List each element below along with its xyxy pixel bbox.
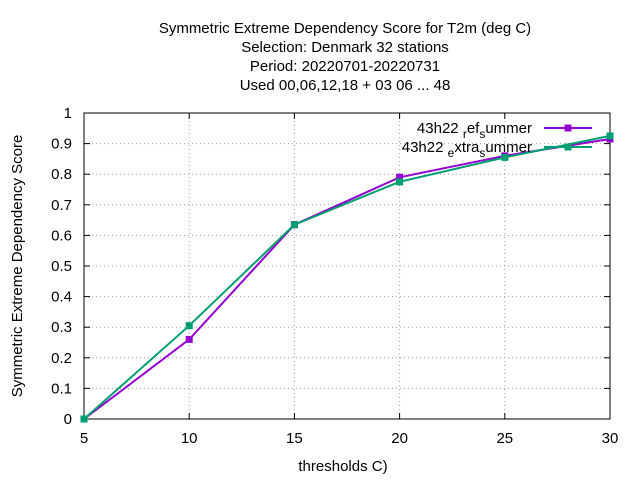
y-tick-label: 0 xyxy=(64,411,72,428)
x-tick-label: 15 xyxy=(286,430,303,447)
data-point xyxy=(396,173,404,181)
title-line-1: Symmetric Extreme Dependency Score for T… xyxy=(159,20,531,37)
data-point xyxy=(80,415,88,423)
x-tick-label: 25 xyxy=(496,430,513,447)
data-point xyxy=(396,178,404,186)
series-line xyxy=(83,134,611,420)
x-tick-label: 5 xyxy=(80,430,88,447)
x-tick-label: 30 xyxy=(602,430,619,447)
series xyxy=(80,132,614,423)
legend-label: 43h22 refsummer xyxy=(417,120,532,141)
axes: 00.10.20.30.40.50.60.70.80.915 10 15 20 25 30 xyxy=(51,105,618,447)
x-tick-label: 20 xyxy=(391,430,408,447)
title-line-2: Selection: Denmark 32 stations xyxy=(241,39,449,56)
y-tick-label: 0.9 xyxy=(51,136,72,153)
legend-label: 43h22 extrasummer xyxy=(402,139,532,160)
series-line xyxy=(83,138,611,420)
series-1 xyxy=(80,135,614,423)
y-tick-label: 0.2 xyxy=(51,350,72,367)
data-point xyxy=(290,221,298,229)
y-tick-label: 0.8 xyxy=(51,166,72,183)
y-tick-label: 0.3 xyxy=(51,319,72,336)
y-tick-label: 0.7 xyxy=(51,197,72,214)
data-point xyxy=(501,153,509,161)
title-line-3: Period: 20220701-20220731 xyxy=(250,58,440,75)
y-tick-label: 0.5 xyxy=(51,258,72,275)
title-line-4: Used 00,06,12,18 + 03 06 ... 48 xyxy=(240,77,451,94)
x-tick-label: 10 xyxy=(181,430,198,447)
chart-title: Symmetric Extreme Dependency Score for T… xyxy=(159,20,531,94)
data-point xyxy=(606,132,614,140)
y-tick-label: 1 xyxy=(64,105,72,122)
y-tick-label: 0.4 xyxy=(51,289,72,306)
legend-entry-1: 43h22 refsummer xyxy=(417,120,592,141)
legend-swatch-marker xyxy=(564,143,572,151)
plot-frame xyxy=(83,112,611,420)
legend-entry-2: 43h22 extrasummer xyxy=(402,139,592,160)
data-point xyxy=(185,335,193,343)
data-point xyxy=(185,322,193,330)
legend-swatch-marker xyxy=(564,124,572,132)
x-axis-label: thresholds C) xyxy=(298,458,387,475)
grid xyxy=(84,113,610,419)
y-tick-label: 0.6 xyxy=(51,227,72,244)
y-axis-label: Symmetric Extreme Dependency Score xyxy=(9,135,26,398)
series-2 xyxy=(80,132,614,423)
y-tick-label: 0.1 xyxy=(51,380,72,397)
